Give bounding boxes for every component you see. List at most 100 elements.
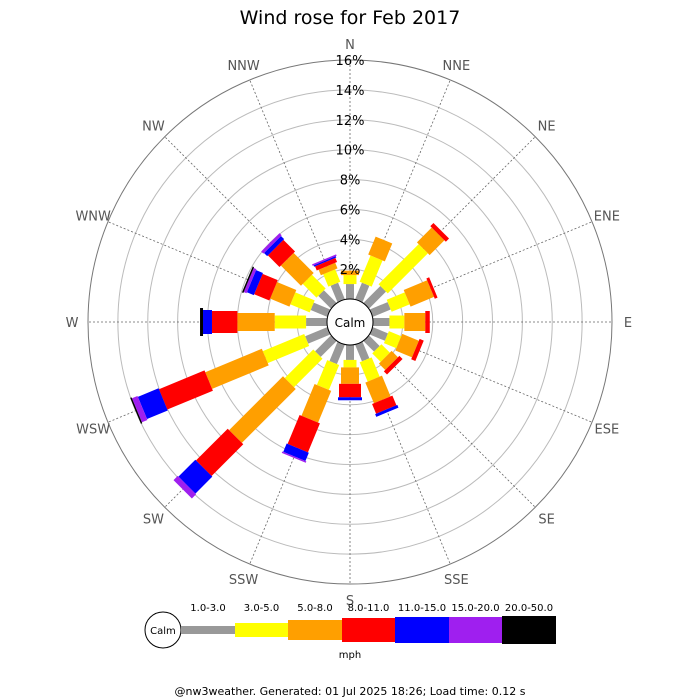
bar-w-3.0-5.0 [274,315,307,329]
bar-ssw-11.0-15.0 [283,443,309,462]
bar-ssw-8.0-11.0 [287,414,320,453]
direction-label-wsw: WSW [76,422,110,437]
bar-ssw-5.0-8.0 [301,383,332,423]
direction-label-sse: SSE [444,573,469,588]
bar-ene-3.0-5.0 [386,292,410,312]
bar-nnw-8.0-11.0 [315,257,338,271]
bar-nw-1.0-3.0 [318,290,337,309]
bar-ese-1.0-3.0 [369,327,388,341]
bar-nnw-5.0-8.0 [318,262,338,276]
radial-tick-label: 16% [336,54,365,69]
radial-tick-label: 4% [340,233,361,248]
bar-nw-11.0-15.0 [263,235,285,257]
bar-wsw-8.0-11.0 [158,370,213,410]
bar-sw-15.0-20.0 [173,475,197,499]
bar-wnw-8.0-11.0 [254,273,278,301]
bar-e-1.0-3.0 [373,318,390,326]
bar-sw-11.0-15.0 [178,459,213,494]
bar-sw-5.0-8.0 [229,376,296,443]
bar-wnw-15.0-20.0 [243,268,257,294]
bar-ne-3.0-5.0 [378,244,428,294]
radial-tick-label: 12% [336,114,365,129]
calm-label: Calm [335,316,366,330]
legend-swatch-3.0-5.0 [235,623,288,637]
bar-ene-8.0-11.0 [426,277,438,299]
bar-group-n [341,270,359,299]
legend-label-3.0-5.0: 3.0-5.0 [244,603,279,614]
bar-e-5.0-8.0 [404,313,426,331]
bar-w-8.0-11.0 [211,311,238,333]
bar-ene-1.0-3.0 [369,302,391,317]
bar-nnw-1.0-3.0 [330,282,345,303]
radial-tick-label: 2% [340,263,361,278]
legend: Calm 1.0-3.0 3.0-5.0 5.0-8.0 8.0-11.0 11.0-15… [144,603,556,661]
direction-label-wnw: WNW [75,210,111,225]
calm-circle: Calm [326,298,374,346]
bar-sw-3.0-5.0 [284,349,323,388]
bar-s-1.0-3.0 [346,345,354,360]
direction-label-ese: ESE [594,422,619,437]
bar-n-5.0-8.0 [341,270,359,276]
direction-label-ene: ENE [594,210,620,225]
bar-ssw-3.0-5.0 [316,360,340,390]
legend-swatch-20.0-50.0 [502,616,556,644]
wind-bars [130,222,450,499]
bar-ese-8.0-11.0 [411,338,424,361]
bar-se-3.0-5.0 [372,344,390,362]
bar-s-11.0-15.0 [338,397,362,401]
bar-w-11.0-15.0 [203,310,212,334]
bar-group-wnw [241,266,331,317]
bar-group-nne [355,236,393,303]
legend-swatch-1.0-3.0 [181,626,235,634]
bar-wsw-11.0-15.0 [137,388,168,420]
bar-group-w [200,308,328,336]
bar-group-nnw [312,254,345,303]
bar-se-8.0-11.0 [383,355,403,375]
direction-label-ne: NE [538,119,556,134]
bar-ssw-15.0-20.0 [281,451,307,463]
legend-label-20.0-50.0: 20.0-50.0 [505,603,553,614]
bar-nnw-3.0-5.0 [323,269,341,287]
direction-label-nne: NNE [443,59,471,74]
bar-nnw-15.0-20.0 [312,254,337,266]
bar-e-3.0-5.0 [389,315,405,329]
bar-sw-1.0-3.0 [315,335,337,357]
legend-swatch-8.0-11.0 [342,618,395,642]
bar-nw-15.0-20.0 [261,233,282,254]
bar-se-5.0-8.0 [378,350,398,370]
bar-ese-3.0-5.0 [383,331,402,349]
bar-wnw-20.0-50.0 [241,266,255,293]
legend-swatch-11.0-15.0 [395,617,449,643]
bar-sse-11.0-15.0 [375,404,399,417]
bar-group-sse [355,341,399,417]
bar-wnw-1.0-3.0 [310,302,331,317]
bar-wsw-15.0-20.0 [131,395,148,423]
bar-w-5.0-8.0 [237,313,275,331]
bar-s-8.0-11.0 [339,383,361,398]
direction-label-s: S [346,594,354,609]
bar-group-s [338,345,362,401]
bar-sse-1.0-3.0 [355,341,370,362]
bar-group-se [363,335,403,375]
legend-label-15.0-20.0: 15.0-20.0 [451,603,499,614]
bar-group-nw [261,233,337,309]
bar-group-ene [369,277,438,317]
bar-nne-5.0-8.0 [368,236,393,262]
bar-wsw-1.0-3.0 [305,327,331,344]
bar-w-20.0-50.0 [200,308,204,336]
bar-wsw-3.0-5.0 [262,333,310,364]
bar-ne-1.0-3.0 [363,286,386,309]
bar-s-5.0-8.0 [341,367,359,384]
bar-nw-5.0-8.0 [280,252,314,286]
bar-wnw-11.0-15.0 [246,270,263,296]
legend-label-8.0-11.0: 8.0-11.0 [348,603,390,614]
legend-swatch-15.0-20.0 [449,617,502,643]
bar-group-ne [363,222,450,309]
bar-ene-5.0-8.0 [403,280,435,307]
legend-label-1.0-3.0: 1.0-3.0 [190,603,225,614]
direction-label-e: E [624,316,632,331]
bar-group-ssw [281,341,345,463]
direction-label-se: SE [538,513,554,528]
bar-n-3.0-5.0 [343,275,357,285]
